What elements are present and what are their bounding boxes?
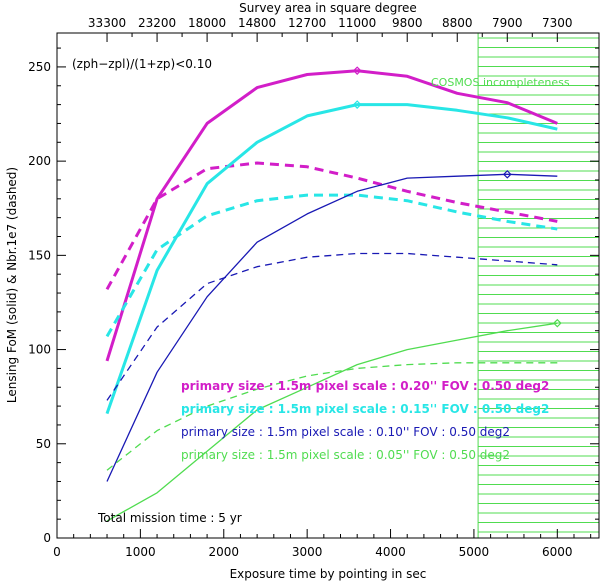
- series-marker-0: [352, 66, 362, 76]
- series-line-1: [105, 161, 558, 291]
- top-tick-label: 33300: [88, 16, 126, 30]
- top-tick-label: 12700: [288, 16, 326, 30]
- top-tick-label: 18000: [188, 16, 226, 30]
- series-line-6: [106, 322, 558, 522]
- x-tick-label: 5000: [459, 545, 490, 559]
- y-tick-label: 200: [28, 154, 51, 168]
- legend-entry-010: primary size : 1.5m pixel scale : 0.10''…: [181, 425, 510, 439]
- legend-entry-020: primary size : 1.5m pixel scale : 0.20''…: [181, 379, 549, 393]
- cosmos-incompleteness-region: [477, 32, 600, 539]
- series-line-4: [106, 173, 558, 482]
- top-tick-label: 7900: [492, 16, 523, 30]
- top-tick-label: 11000: [338, 16, 376, 30]
- series-marker-2: [352, 100, 362, 109]
- series-line-5: [106, 252, 558, 401]
- y-tick-label: 250: [28, 60, 51, 74]
- legend-entry-015: primary size : 1.5m pixel scale : 0.15''…: [181, 402, 549, 416]
- legend-entry-005: primary size : 1.5m pixel scale : 0.05''…: [181, 448, 510, 462]
- x-tick-label: 3000: [292, 545, 323, 559]
- series-marker-6: [552, 318, 562, 328]
- top-tick-label: 23200: [138, 16, 176, 30]
- mission-time-annotation: Total mission time : 5 yr: [97, 511, 242, 525]
- series-marker-4: [502, 169, 512, 179]
- series-lines: [105, 69, 558, 522]
- top-axis-title: Survey area in square degree: [239, 1, 417, 15]
- x-tick-label: 6000: [542, 545, 573, 559]
- y-tick-label: 150: [28, 248, 51, 262]
- x-axis-title: Exposure time by pointing in sec: [230, 567, 427, 581]
- y-tick-label: 50: [36, 437, 51, 451]
- top-tick-label: 8800: [442, 16, 473, 30]
- series-line-2: [105, 103, 558, 415]
- x-tick-label: 1000: [125, 545, 156, 559]
- y-tick-label: 100: [28, 343, 51, 357]
- top-tick-label: 7300: [542, 16, 573, 30]
- top-tick-label: 14800: [238, 16, 276, 30]
- y-tick-label: 0: [43, 531, 51, 545]
- criterion-annotation: (zph−zpl)/(1+zp)<0.10: [72, 57, 212, 71]
- x-tick-label: 2000: [208, 545, 239, 559]
- top-tick-label: 9800: [392, 16, 423, 30]
- x-tick-label: 0: [53, 545, 61, 559]
- incompleteness-annotation: COSMOS incompleteness: [431, 76, 570, 89]
- series-line-0: [105, 69, 558, 362]
- axes: 0 1000 2000 3000 4000 5000 6000 0 50 100 150 200 250…: [28, 16, 599, 559]
- series-line-3: [105, 193, 558, 338]
- series-markers: [352, 66, 562, 328]
- x-tick-label: 4000: [375, 545, 406, 559]
- y-axis-title: Lensing FoM (solid) & Nbr.1e7 (dashed): [5, 167, 19, 403]
- series-line-7: [106, 362, 558, 471]
- plot-frame: [56, 32, 600, 539]
